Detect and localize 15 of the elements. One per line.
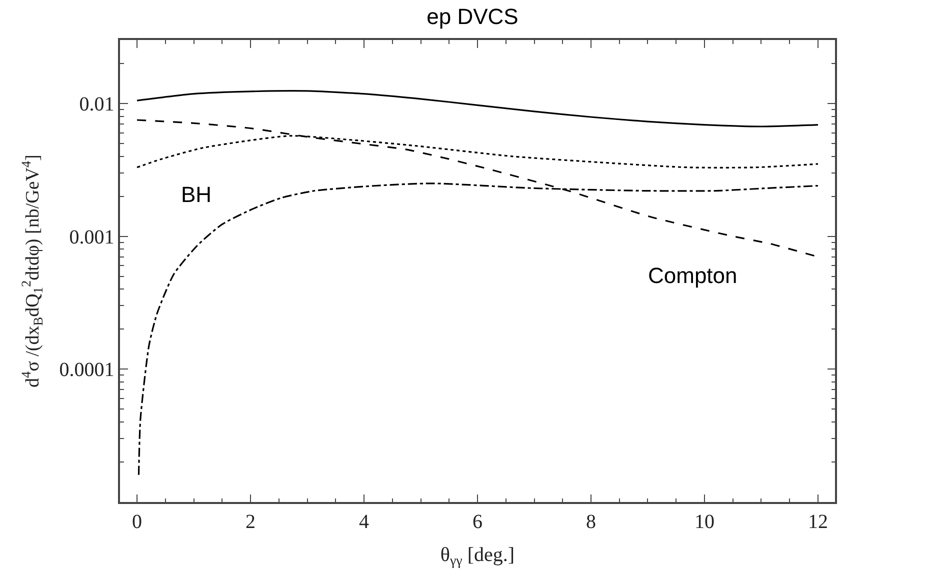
x-tick-label: 8 [586, 510, 596, 533]
x-axis-title: θ$_{γγ}$ [deg.] [440, 544, 515, 569]
y-tick-label: 0.0001 [59, 359, 114, 382]
chart-title: ep DVCS [426, 4, 518, 30]
x-tick-label: 4 [359, 510, 370, 533]
x-tick-label: 6 [472, 510, 482, 533]
x-tick-label: 10 [694, 510, 714, 533]
x-tick-label: 12 [808, 510, 828, 533]
annotation: Compton [648, 263, 738, 288]
x-tick-label: 0 [132, 510, 142, 533]
y-tick-label: 0.01 [79, 93, 114, 116]
y-tick-label: 0.001 [69, 226, 114, 248]
annotation: BH [181, 182, 212, 207]
x-tick-label: 2 [246, 510, 256, 533]
line-series [136, 90, 819, 128]
